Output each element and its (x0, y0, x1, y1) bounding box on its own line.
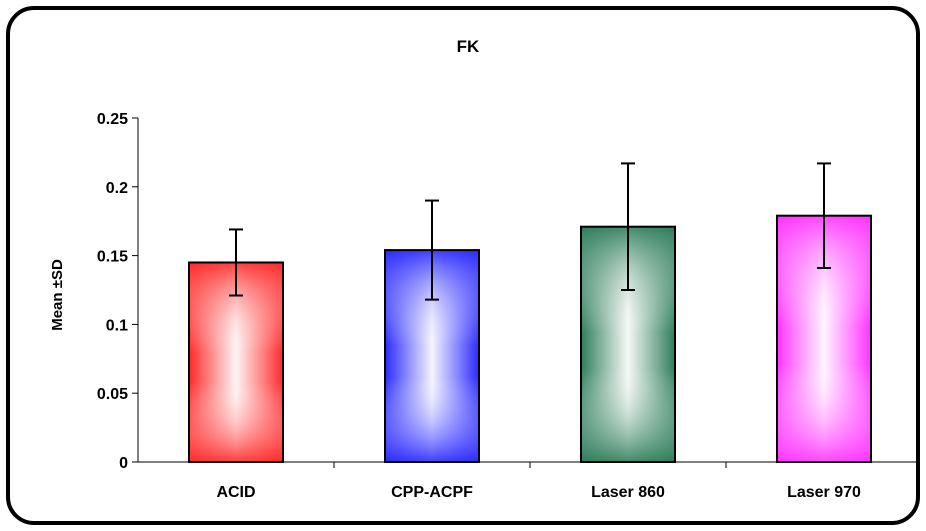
y-tick-label: 0.1 (106, 317, 128, 334)
chart-title: FK (457, 37, 480, 56)
x-category-label: Laser 970 (787, 484, 861, 501)
bar-group-acid: ACID (188, 228, 284, 501)
x-category-label: ACID (216, 484, 255, 501)
y-tick-label: 0.25 (97, 111, 128, 128)
y-tick-label: 0 (119, 455, 128, 472)
y-tick-label: 0.15 (97, 249, 128, 266)
bar-group-laser-970: Laser 970 (776, 162, 872, 501)
y-tick-label: 0.2 (106, 180, 128, 197)
y-axis-label: Mean ±SD (49, 259, 66, 331)
plot-area: 0 0.05 0.1 0.15 0.2 0.25 ACID CPP-ACPF Laser 860… (97, 111, 916, 501)
bar-group-laser-860: Laser 860 (580, 162, 676, 501)
y-tick-label: 0.05 (97, 386, 128, 403)
bar-chart: FK Mean ±SD 0 0.05 0.1 0.15 0.2 0.25 ACID CPP-A… (49, 37, 916, 501)
x-category-label: Laser 860 (591, 484, 665, 501)
x-category-label: CPP-ACPF (391, 484, 473, 501)
chart-frame: FK Mean ±SD 0 0.05 0.1 0.15 0.2 0.25 ACID CPP-A… (6, 6, 920, 525)
bar-group-cpp-acpf: CPP-ACPF (384, 199, 480, 501)
